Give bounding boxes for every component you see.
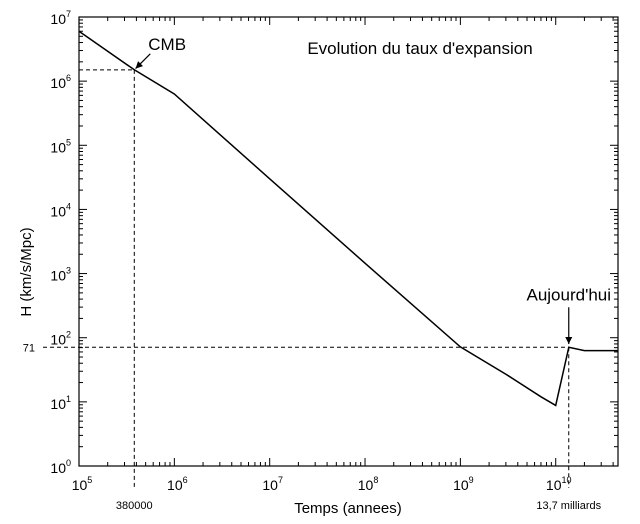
curve-layer [78,30,618,407]
x-tick-label: 106 [167,475,188,493]
x-tick-label: 109 [453,475,474,493]
x-tick-label: 1010 [546,475,572,493]
y-tick-label: 106 [50,73,71,91]
y-reference-label: 71 [23,342,35,354]
x-reference-label: 380000 [116,500,153,512]
chart-title: Evolution du taux d'expansion [307,39,532,58]
annotation-arrowhead [565,337,573,345]
annotation-label: CMB [148,35,186,54]
x-tick-label: 105 [72,475,93,493]
y-axis-ticks: 100 101 102 103 104 105 106 107 [50,9,618,476]
annotation-arrowhead [135,61,143,69]
y-axis-title: H (km/s/Mpc) [18,227,35,316]
y-tick-label: 100 [50,458,71,476]
x-tick-label: 107 [262,475,283,493]
hubble-rate-curve [78,30,618,407]
y-tick-label: 107 [50,9,71,27]
annotation-label: Aujourd'hui [526,285,611,304]
y-tick-label: 101 [50,394,71,412]
y-tick-label: 103 [50,266,71,284]
x-axis-ticks: 105 106 107 108 109 1010 [72,17,614,493]
x-axis-title: Temps (annees) [294,500,402,517]
annotations: CMB Aujourd'hui [135,35,611,345]
y-tick-label: 105 [50,137,71,155]
y-tick-label: 104 [50,201,71,219]
x-reference-label: 13,7 milliards [536,500,601,512]
y-tick-label: 102 [50,330,71,348]
x-tick-label: 108 [358,475,379,493]
plot-frame [78,16,619,467]
reference-lines: 380000 13,7 milliards 71 [23,69,602,512]
